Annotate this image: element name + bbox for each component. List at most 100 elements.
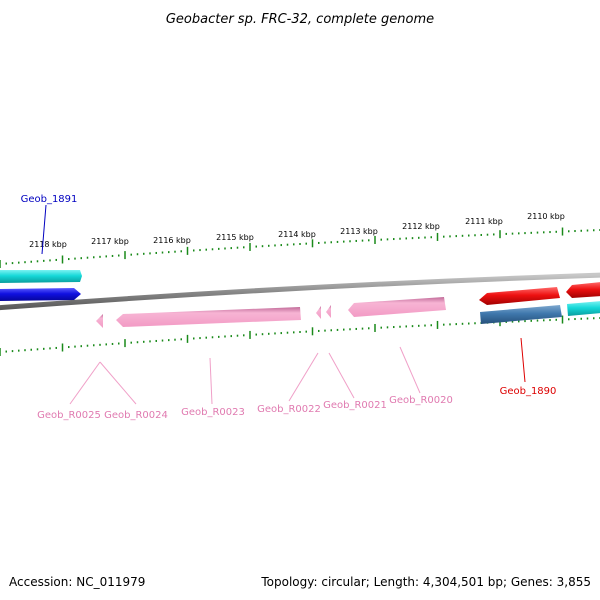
lower-minor-tick — [18, 349, 20, 352]
feature-geob-r0022[interactable] — [316, 306, 321, 319]
lower-minor-tick — [136, 341, 139, 344]
lower-minor-tick — [593, 317, 595, 320]
feature-geob-r0025[interactable] — [96, 314, 103, 328]
upper-minor-tick — [68, 258, 70, 261]
lower-minor-tick — [511, 320, 514, 323]
upper-minor-tick — [549, 231, 551, 234]
lower-major-tick — [0, 348, 1, 356]
lower-minor-tick — [149, 340, 151, 343]
upper-minor-tick — [424, 236, 426, 239]
tick-label-2110: 2110 kbp — [527, 212, 565, 221]
topology-text: Topology: circular; Length: 4,304,501 bp… — [260, 575, 591, 589]
lower-major-tick — [249, 330, 251, 339]
lower-major-tick — [311, 327, 314, 336]
label-geob-r0023[interactable]: Geob_R0023 — [181, 407, 245, 418]
upper-minor-tick — [430, 236, 432, 239]
upper-minor-tick — [30, 260, 32, 263]
feature-geob-r0023[interactable] — [116, 307, 301, 327]
upper-minor-tick — [543, 231, 545, 234]
leader-geob-1890 — [520, 337, 526, 383]
lower-minor-tick — [99, 343, 101, 346]
tick-label-2115: 2115 kbp — [216, 233, 254, 242]
leader-geob-r0024 — [99, 361, 137, 405]
label-geob-r0020[interactable]: Geob_R0020 — [389, 395, 453, 406]
lower-minor-tick — [180, 338, 182, 341]
lower-minor-tick — [474, 322, 476, 325]
upper-minor-tick — [593, 229, 595, 232]
upper-minor-tick — [118, 254, 120, 257]
lower-minor-tick — [74, 345, 76, 348]
upper-minor-tick — [11, 262, 14, 265]
upper-major-tick — [561, 227, 564, 236]
upper-minor-tick — [161, 251, 164, 254]
lower-minor-tick — [424, 324, 426, 327]
upper-major-tick — [436, 232, 439, 241]
upper-minor-tick — [136, 253, 139, 256]
label-geob-r0021[interactable]: Geob_R0021 — [323, 400, 387, 411]
upper-minor-tick — [199, 249, 201, 252]
lower-minor-tick — [36, 348, 39, 351]
upper-minor-tick — [305, 242, 307, 245]
upper-minor-tick — [130, 253, 132, 256]
lower-minor-tick — [418, 324, 420, 327]
tick-label-2116: 2116 kbp — [153, 236, 191, 245]
feature-cyan-left[interactable] — [0, 270, 82, 283]
lower-minor-tick — [49, 347, 51, 350]
upper-minor-tick — [574, 230, 576, 233]
upper-minor-tick — [586, 229, 589, 232]
upper-minor-tick — [80, 257, 82, 260]
lower-minor-tick — [243, 334, 245, 337]
lower-minor-tick — [468, 322, 470, 325]
upper-major-tick — [124, 251, 126, 260]
lower-minor-tick — [530, 319, 532, 322]
lower-minor-tick — [299, 331, 301, 333]
lower-minor-tick — [549, 319, 551, 322]
feature-steel-blue[interactable] — [480, 305, 562, 324]
lower-minor-tick — [224, 335, 226, 338]
upper-minor-tick — [99, 255, 101, 258]
upper-minor-tick — [524, 232, 526, 235]
label-geob-r0024[interactable]: Geob_R0024 — [104, 410, 168, 421]
upper-minor-tick — [274, 244, 276, 247]
label-geob-r0025[interactable]: Geob_R0025 — [37, 410, 101, 421]
lower-minor-tick — [449, 323, 451, 326]
lower-major-tick — [374, 323, 376, 332]
feature-red-right[interactable] — [566, 282, 600, 298]
feature-geob-1891[interactable] — [0, 288, 81, 301]
lower-minor-tick — [324, 329, 326, 332]
upper-minor-tick — [386, 238, 389, 241]
lower-minor-tick — [274, 332, 276, 335]
upper-minor-tick — [318, 241, 320, 244]
upper-tick-ring — [0, 227, 600, 268]
tick-label-2118: 2118 kbp — [29, 240, 67, 249]
lower-minor-tick — [443, 323, 445, 326]
lower-minor-tick — [255, 333, 257, 336]
feature-cyan-right[interactable] — [567, 301, 600, 316]
label-geob-r0022[interactable]: Geob_R0022 — [257, 404, 321, 415]
lower-minor-tick — [399, 325, 401, 328]
leader-lines — [41, 204, 526, 405]
lower-minor-tick — [543, 319, 545, 322]
feature-geob-r0020[interactable] — [348, 297, 446, 317]
lower-minor-tick — [193, 337, 195, 340]
lower-minor-tick — [455, 323, 457, 326]
lower-minor-tick — [80, 345, 82, 348]
feature-geob-r0021[interactable] — [326, 305, 331, 318]
upper-minor-tick — [168, 251, 170, 254]
upper-minor-tick — [336, 240, 339, 243]
upper-minor-tick — [36, 260, 39, 263]
upper-minor-tick — [380, 238, 382, 241]
label-geob-1890[interactable]: Geob_1890 — [500, 386, 557, 397]
label-geob-1891[interactable]: Geob_1891 — [21, 194, 78, 205]
lower-minor-tick — [130, 341, 132, 344]
upper-minor-tick — [518, 232, 520, 235]
lower-minor-tick — [505, 320, 507, 323]
feature-geob-1890[interactable] — [479, 287, 560, 305]
lower-minor-tick — [386, 326, 389, 329]
lower-minor-tick — [518, 320, 520, 323]
leader-geob-r0021 — [328, 352, 355, 399]
upper-minor-tick — [405, 237, 407, 240]
upper-major-tick — [186, 246, 189, 255]
leader-geob-r0022 — [288, 352, 319, 402]
